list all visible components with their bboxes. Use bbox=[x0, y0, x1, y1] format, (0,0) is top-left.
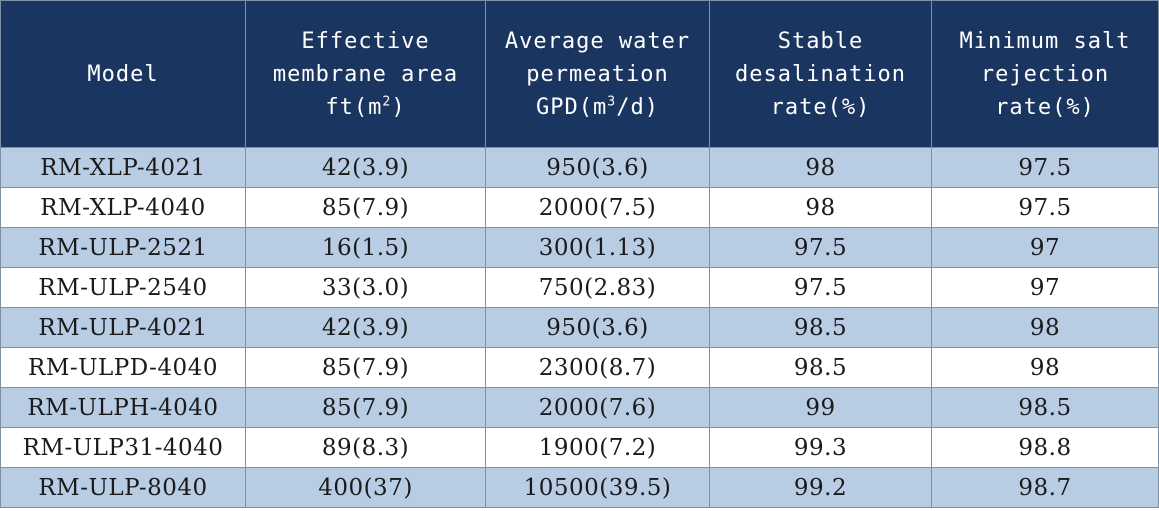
cell-model: RM-ULP31-4040 bbox=[0, 427, 246, 468]
cell-model: RM-ULP-8040 bbox=[0, 467, 246, 508]
table-row: RM-ULP-8040 400(37) 10500(39.5) 99.2 98.… bbox=[0, 467, 1159, 508]
cell-min-rejection: 97 bbox=[931, 227, 1159, 268]
cell-stable-rate: 99 bbox=[709, 387, 932, 428]
cell-model: RM-ULP-4021 bbox=[0, 307, 246, 348]
cell-stable-rate: 98.5 bbox=[709, 307, 932, 348]
cell-min-rejection: 98.5 bbox=[931, 387, 1159, 428]
cell-stable-rate: 99.2 bbox=[709, 467, 932, 508]
cell-permeation: 2300(8.7) bbox=[485, 347, 710, 388]
header-stable-line2: desalination bbox=[735, 61, 906, 87]
cell-model: RM-ULP-2521 bbox=[0, 227, 246, 268]
table-row: RM-XLP-4021 42(3.9) 950(3.6) 98 97.5 bbox=[0, 147, 1159, 188]
cell-model: RM-ULPD-4040 bbox=[0, 347, 246, 388]
cell-stable-rate: 98 bbox=[709, 147, 932, 188]
cell-area: 85(7.9) bbox=[245, 387, 486, 428]
header-model-label: Model bbox=[87, 61, 159, 87]
header-perm-line2: permeation bbox=[526, 61, 669, 87]
cell-stable-rate: 97.5 bbox=[709, 227, 932, 268]
cell-min-rejection: 98.8 bbox=[931, 427, 1159, 468]
table-row: RM-ULPD-4040 85(7.9) 2300(8.7) 98.5 98 bbox=[0, 347, 1159, 388]
header-min-salt-rejection: Minimum salt rejection rate(%) bbox=[931, 0, 1159, 148]
cell-stable-rate: 98 bbox=[709, 187, 932, 228]
cell-area: 16(1.5) bbox=[245, 227, 486, 268]
cell-stable-rate: 99.3 bbox=[709, 427, 932, 468]
table-row: RM-ULP31-4040 89(8.3) 1900(7.2) 99.3 98.… bbox=[0, 427, 1159, 468]
header-area-line1: Effective bbox=[301, 28, 430, 54]
cell-area: 42(3.9) bbox=[245, 147, 486, 188]
header-model: Model bbox=[0, 0, 246, 148]
cell-permeation: 950(3.6) bbox=[485, 307, 710, 348]
header-perm-line3-post: /d) bbox=[616, 94, 659, 120]
header-min-line1: Minimum salt bbox=[959, 28, 1131, 54]
cell-permeation: 1900(7.2) bbox=[485, 427, 710, 468]
cell-permeation: 300(1.13) bbox=[485, 227, 710, 268]
table-row: RM-ULP-2540 33(3.0) 750(2.83) 97.5 97 bbox=[0, 267, 1159, 308]
cell-min-rejection: 97 bbox=[931, 267, 1159, 308]
cell-model: RM-ULP-2540 bbox=[0, 267, 246, 308]
header-perm-line1: Average water bbox=[504, 28, 691, 54]
table-row: RM-XLP-4040 85(7.9) 2000(7.5) 98 97.5 bbox=[0, 187, 1159, 228]
header-area-line2: membrane area bbox=[272, 61, 459, 87]
header-area-line3-sup: 2 bbox=[382, 94, 392, 110]
header-stable-line1: Stable bbox=[777, 28, 864, 54]
cell-permeation: 950(3.6) bbox=[485, 147, 710, 188]
cell-permeation: 2000(7.5) bbox=[485, 187, 710, 228]
cell-area: 85(7.9) bbox=[245, 347, 486, 388]
cell-min-rejection: 98.7 bbox=[931, 467, 1159, 508]
header-perm-line3-sup: 3 bbox=[607, 94, 617, 110]
cell-stable-rate: 97.5 bbox=[709, 267, 932, 308]
header-effective-area: Effective membrane area ft(m2) bbox=[245, 0, 486, 148]
cell-min-rejection: 97.5 bbox=[931, 147, 1159, 188]
cell-area: 85(7.9) bbox=[245, 187, 486, 228]
cell-min-rejection: 98 bbox=[931, 307, 1159, 348]
cell-model: RM-ULPH-4040 bbox=[0, 387, 246, 428]
header-stable-desalination: Stable desalination rate(%) bbox=[709, 0, 932, 148]
header-perm-line3-pre: GPD(m bbox=[536, 94, 608, 120]
cell-permeation: 750(2.83) bbox=[485, 267, 710, 308]
header-water-permeation: Average water permeation GPD(m3/d) bbox=[485, 0, 710, 148]
cell-min-rejection: 98 bbox=[931, 347, 1159, 388]
header-area-line3-pre: ft(m bbox=[325, 94, 383, 120]
cell-area: 42(3.9) bbox=[245, 307, 486, 348]
cell-area: 89(8.3) bbox=[245, 427, 486, 468]
header-row: Model Effective membrane area ft(m2) Ave… bbox=[0, 0, 1159, 148]
table-row: RM-ULPH-4040 85(7.9) 2000(7.6) 99 98.5 bbox=[0, 387, 1159, 428]
cell-permeation: 10500(39.5) bbox=[485, 467, 710, 508]
cell-stable-rate: 98.5 bbox=[709, 347, 932, 388]
header-area-line3-post: ) bbox=[391, 94, 406, 120]
cell-model: RM-XLP-4021 bbox=[0, 147, 246, 188]
cell-area: 400(37) bbox=[245, 467, 486, 508]
cell-permeation: 2000(7.6) bbox=[485, 387, 710, 428]
cell-model: RM-XLP-4040 bbox=[0, 187, 246, 228]
header-min-line3: rate(%) bbox=[995, 94, 1095, 120]
table-row: RM-ULP-4021 42(3.9) 950(3.6) 98.5 98 bbox=[0, 307, 1159, 348]
header-min-line2: rejection bbox=[980, 61, 1110, 87]
header-stable-line3: rate(%) bbox=[770, 94, 871, 120]
table-row: RM-ULP-2521 16(1.5) 300(1.13) 97.5 97 bbox=[0, 227, 1159, 268]
cell-area: 33(3.0) bbox=[245, 267, 486, 308]
cell-min-rejection: 97.5 bbox=[931, 187, 1159, 228]
